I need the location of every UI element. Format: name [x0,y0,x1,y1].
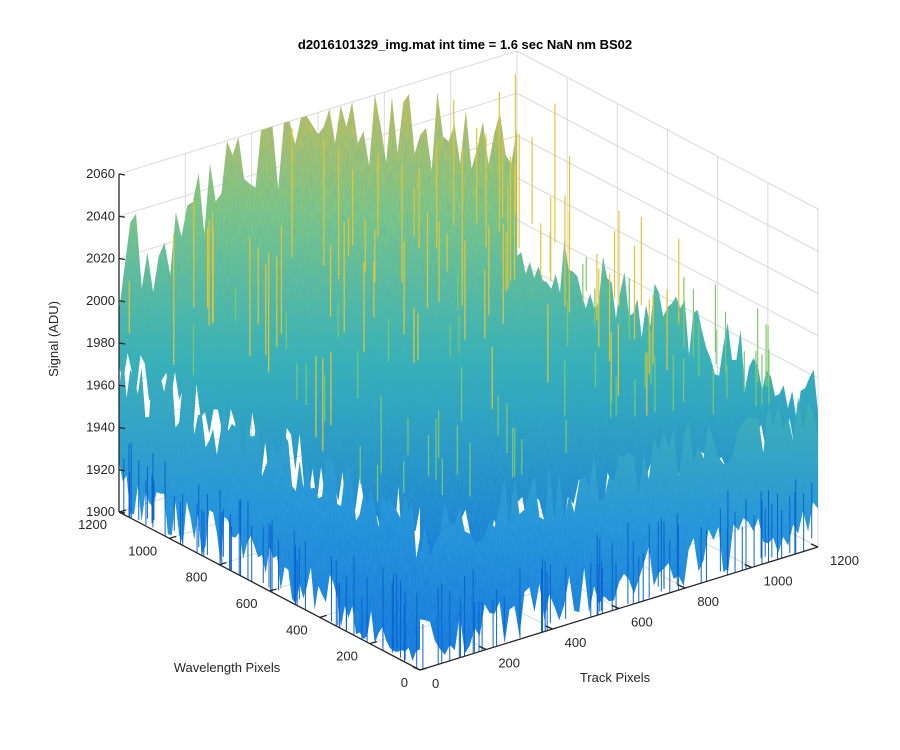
z-tick [118,215,126,218]
x-tick-label: 600 [631,615,653,630]
grid-line [516,92,819,252]
y-tick [419,667,428,671]
z-tick [118,173,126,176]
y-tick [319,614,327,618]
x-tick-label: 400 [565,635,587,650]
x-tick-label: 800 [697,594,719,609]
z-tick-label: 1920 [86,462,115,477]
y-tick-label: 400 [286,622,308,637]
grid-line [118,50,518,175]
x-tick [479,645,487,651]
z-tick-label: 2000 [86,293,115,308]
y-axis-label: Wavelength Pixels [174,660,281,675]
y-tick [219,562,227,566]
z-tick [118,300,126,303]
grid-line [516,177,819,337]
y-tick-label: 1000 [128,543,157,558]
x-tick [810,543,819,548]
x-tick [412,666,421,671]
y-tick-label: 1200 [78,517,107,532]
y-tick [168,535,177,539]
x-tick-label: 1200 [830,553,859,568]
z-tick-label: 2040 [86,208,115,223]
y-tick [269,588,277,592]
x-axis-label: Track Pixels [580,670,651,685]
surface-left-face-texture [119,351,420,661]
z-tick [118,426,126,430]
chart-title: d2016101329_img.mat int time = 1.6 sec N… [298,37,632,52]
z-tick-label: 1980 [86,335,115,350]
x-tick-label: 0 [432,676,439,691]
z-tick [118,342,126,345]
z-tick-label: 2020 [86,251,115,266]
z-tick-label: 1960 [86,377,115,392]
surface-plot [119,74,818,670]
tick-labels: 1900192019401960198020002020204020600200… [78,166,859,691]
y-tick-label: 800 [186,570,208,585]
grid-line [516,50,819,210]
y-tick [369,641,378,645]
z-axis-label: Signal (ADU) [46,301,61,377]
x-tick [744,563,752,569]
y-tick-label: 200 [336,649,358,664]
z-tick [118,384,126,387]
y-tick-label: 600 [236,596,258,611]
z-tick-label: 1900 [86,504,115,519]
x-tick [678,584,686,589]
y-tick-label: 0 [401,675,408,690]
z-tick [118,257,126,261]
z-tick-label: 2060 [86,166,115,181]
z-tick-label: 1940 [86,420,115,435]
y-tick [118,509,127,513]
grid-line [516,135,819,294]
x-tick [611,604,620,610]
axes [118,173,819,671]
z-tick [118,469,126,472]
x-tick-label: 1000 [764,574,793,589]
x-tick [545,625,553,630]
x-tick-label: 200 [498,656,520,671]
